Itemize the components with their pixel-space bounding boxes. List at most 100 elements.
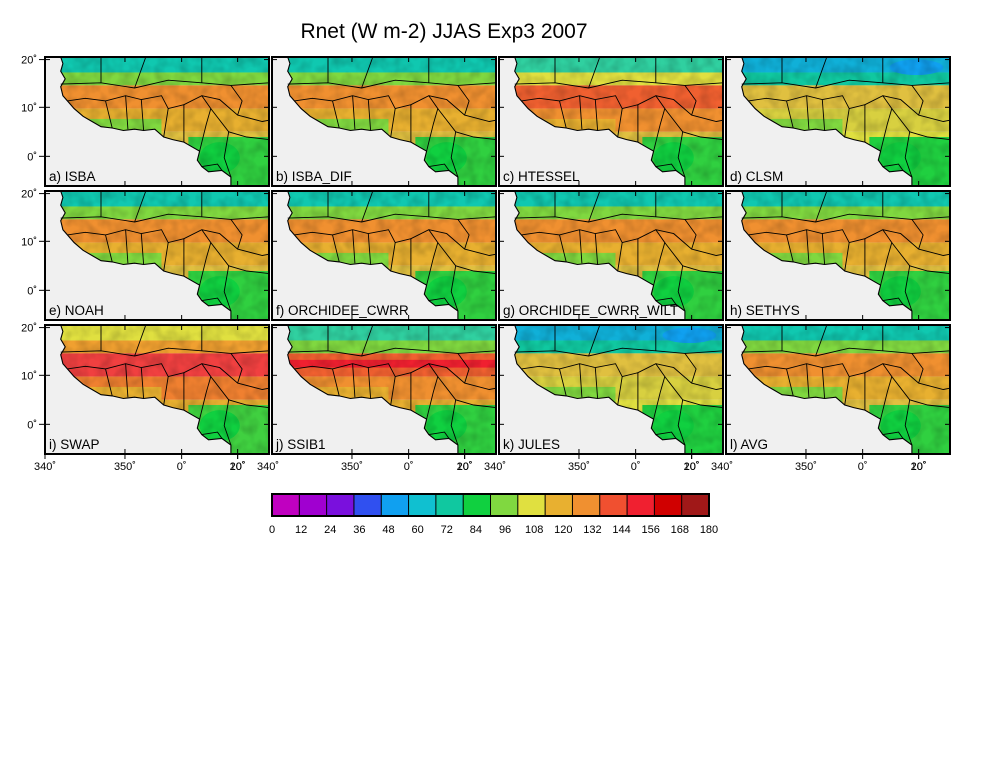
country-border [368, 363, 396, 406]
country-border [664, 376, 724, 409]
country-border [588, 56, 601, 89]
country-border [822, 95, 850, 138]
colorbar-swatch [381, 494, 409, 516]
colorbar-swatch [545, 494, 573, 516]
colorbar-swatch [599, 494, 628, 516]
country-border [134, 324, 147, 357]
country-border [882, 297, 904, 305]
longitude-axes: 340˚ 350˚ 0˚ 10˚20˚ 350˚ 0˚ 10˚20˚340˚ 350˚ 0˚ 10… [34, 454, 927, 473]
country-border [786, 229, 826, 265]
panel-label: j) SSIB1 [275, 437, 326, 452]
country-border [579, 229, 583, 264]
map-panel: i) SWAP [44, 324, 270, 455]
country-border [105, 229, 145, 265]
country-border [352, 363, 356, 398]
colorbar-tick-label: 36 [353, 524, 365, 536]
country-border [655, 297, 677, 305]
panel-label: l) AVG [730, 437, 768, 452]
country-border [822, 229, 850, 272]
country-border [294, 97, 340, 129]
country-border [368, 229, 396, 272]
colorbar-swatch [435, 494, 464, 516]
country-border [882, 431, 904, 439]
country-border [806, 95, 810, 130]
colorbar-swatch [408, 494, 437, 516]
colorbar-tick-label: 72 [441, 524, 453, 536]
colorbar-swatch [572, 494, 601, 516]
country-border [428, 431, 450, 439]
colorbar-swatch [517, 494, 546, 516]
country-border [361, 190, 374, 223]
country-border [748, 365, 794, 397]
country-border [332, 229, 372, 265]
map-panel: a) ISBA [44, 56, 270, 187]
longitude-tick-label: 10˚ [230, 461, 246, 473]
longitude-tick-label: 10˚ [911, 461, 927, 473]
colorbar-tick-label: 0 [269, 524, 275, 536]
country-border [891, 108, 951, 141]
panel-frame [44, 56, 270, 187]
country-border [457, 353, 470, 384]
colorbar-swatch [463, 494, 491, 516]
panel-frame [44, 190, 270, 321]
panel-frame [44, 324, 270, 455]
longitude-tick-label: 20˚ [684, 461, 700, 473]
latitude-tick-label: 20˚ [21, 323, 37, 335]
country-border [882, 163, 904, 171]
map-panel: g) ORCHIDEE_CWRR_WILT [498, 190, 724, 321]
latitude-tick-label: 10˚ [21, 236, 37, 248]
country-border [815, 190, 828, 223]
colorbar-tick-label: 84 [470, 524, 482, 536]
colorbar-swatch [490, 494, 519, 516]
latitude-tick-label: 10˚ [21, 370, 37, 382]
latitude-axes: 20˚ 10˚ 0˚ 20˚ 10˚ 0˚ 20˚ 10˚ 0˚ [21, 55, 45, 431]
panel-label: h) SETHYS [730, 303, 800, 318]
country-border [437, 376, 497, 409]
panel-label: k) JULES [503, 437, 560, 452]
panel-frame [725, 190, 951, 321]
country-border [201, 431, 223, 439]
colorbar-swatch [353, 494, 382, 516]
country-border [223, 399, 232, 446]
country-border [664, 108, 724, 141]
colorbar-swatch [272, 494, 300, 516]
country-border [904, 265, 913, 312]
longitude-tick-label: 350˚ [114, 461, 136, 473]
country-border [579, 95, 583, 130]
colorbar-tick-label: 144 [612, 524, 630, 536]
panel-frame [725, 324, 951, 455]
country-border [684, 353, 697, 384]
colorbar: 0 12 24 36 48 60 72 84 96 108 120 132 144 156 168 180 [269, 493, 718, 536]
country-border [361, 324, 374, 357]
country-border [437, 242, 497, 275]
country-border [684, 85, 697, 116]
country-border [361, 56, 374, 89]
colorbar-tick-label: 60 [412, 524, 424, 536]
map-panel: e) NOAH [44, 190, 270, 321]
panel-label: g) ORCHIDEE_CWRR_WILT [503, 303, 678, 318]
country-border [891, 376, 951, 409]
country-border [655, 163, 677, 171]
country-border [210, 376, 270, 409]
longitude-tick-label: 0˚ [177, 461, 187, 473]
country-border [911, 85, 924, 116]
colorbar-tick-label: 24 [324, 524, 336, 536]
panel-frame [725, 56, 951, 187]
longitude-tick-label: 20˚ [457, 461, 473, 473]
country-border [786, 95, 826, 131]
colorbar-swatch [681, 494, 710, 516]
country-border [806, 229, 810, 264]
map-panels: a) ISBA b) ISBA_DIF c) HTESSEL d) CLSM e) NO… [44, 56, 951, 455]
latitude-tick-label: 20˚ [21, 55, 37, 67]
country-border [664, 242, 724, 275]
longitude-tick-label: 10˚ [684, 461, 700, 473]
country-border [141, 363, 169, 406]
longitude-tick-label: 20˚ [911, 461, 927, 473]
country-border [210, 242, 270, 275]
country-border [579, 363, 583, 398]
map-panel: h) SETHYS [725, 190, 951, 321]
longitude-tick-label: 340˚ [484, 461, 506, 473]
country-border [67, 97, 113, 129]
country-border [588, 190, 601, 223]
